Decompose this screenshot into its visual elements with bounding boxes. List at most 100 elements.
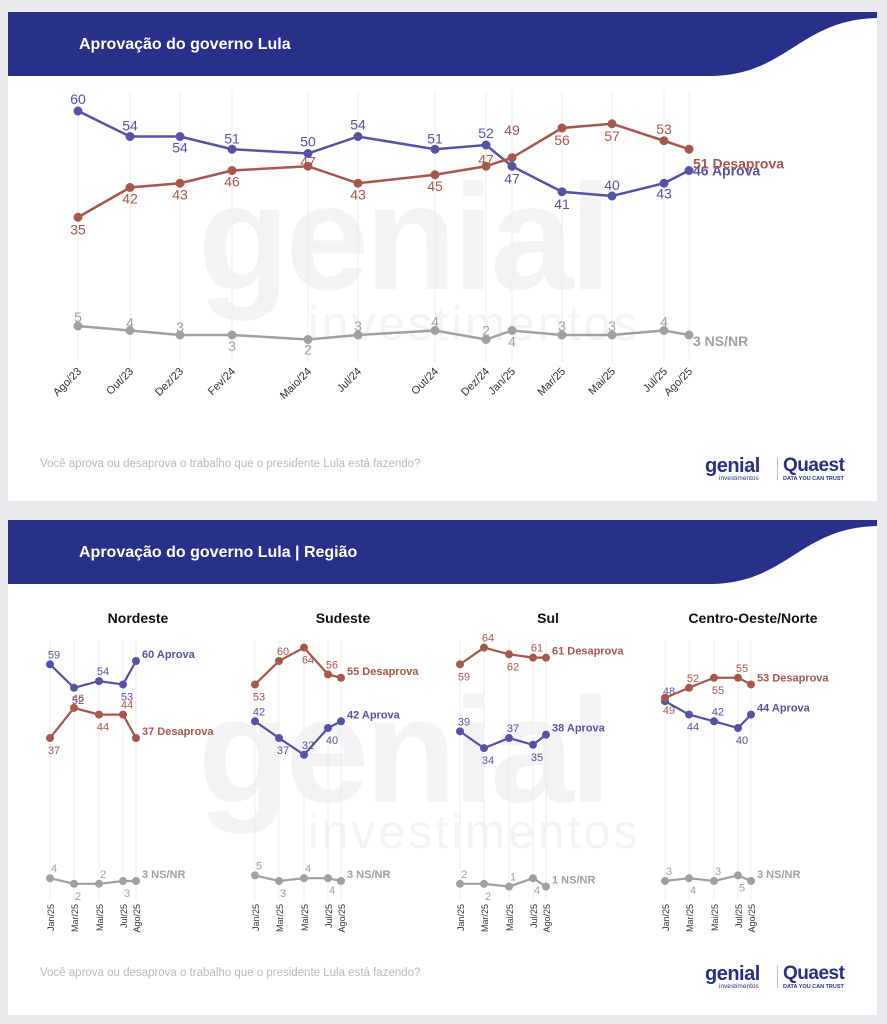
x-tick-label: Jan/25 xyxy=(456,904,466,931)
data-label-nsnr: 5 xyxy=(74,309,82,325)
series-line-desaprova xyxy=(77,122,690,219)
data-point-aprova xyxy=(353,132,363,141)
data-point-aprova xyxy=(337,717,345,726)
data-point-desaprova xyxy=(251,680,259,689)
series-end-label-nsnr: 3 NS/NR xyxy=(757,869,800,881)
data-point-aprova xyxy=(303,149,313,158)
data-point-aprova xyxy=(505,734,513,743)
x-tick-label: Ago/25 xyxy=(132,904,142,933)
data-point-nsnr xyxy=(303,335,313,344)
x-tick-label: Ago/25 xyxy=(747,904,757,933)
data-point-aprova xyxy=(132,657,140,665)
data-label-aprova: 44 xyxy=(687,722,699,734)
data-point-desaprova xyxy=(353,178,363,188)
data-label-nsnr: 4 xyxy=(660,314,668,330)
data-point-aprova xyxy=(710,717,718,726)
data-label-desaprova: 55 xyxy=(736,663,748,675)
data-point-desaprova xyxy=(481,161,491,171)
data-label-aprova: 53 xyxy=(121,691,133,703)
data-label-nsnr: 4 xyxy=(508,334,516,350)
series-end-label-nsnr: 3 NS/NR xyxy=(347,869,390,881)
data-label-desaprova: 64 xyxy=(482,633,494,645)
data-point-desaprova xyxy=(175,178,185,188)
series-end-label-aprova: 42 Aprova xyxy=(347,709,401,721)
series-end-label-desaprova: 37 Desaprova xyxy=(142,726,214,738)
panel-title: Aprovação do governo Lula | Região xyxy=(79,544,358,561)
data-point-aprova xyxy=(456,727,464,736)
banner-shape xyxy=(8,12,877,76)
region-title: Sudeste xyxy=(316,610,371,626)
data-point-desaprova xyxy=(132,734,140,743)
data-point-aprova xyxy=(95,677,103,686)
quaest-logo: Quaest xyxy=(783,455,845,476)
data-label-aprova: 54 xyxy=(97,666,109,678)
data-label-desaprova: 49 xyxy=(504,122,520,138)
x-tick-label: Ago/23 xyxy=(51,366,84,399)
x-tick-label: Mar/25 xyxy=(275,904,285,932)
data-point-aprova xyxy=(734,724,742,732)
x-tick-label: Jul/24 xyxy=(335,366,364,395)
data-label-aprova: 59 xyxy=(48,649,60,661)
data-point-aprova xyxy=(507,161,517,171)
data-point-nsnr xyxy=(685,874,693,883)
data-label-desaprova: 56 xyxy=(326,659,338,671)
series-end-label-nsnr: 3 NS/NR xyxy=(693,333,748,349)
data-point-nsnr xyxy=(430,326,440,335)
data-point-nsnr xyxy=(480,879,488,888)
data-point-aprova xyxy=(70,683,78,692)
data-point-nsnr xyxy=(661,877,669,885)
data-point-aprova xyxy=(125,132,135,141)
genial-logo-subtitle: investimentos xyxy=(719,475,759,482)
data-point-desaprova xyxy=(430,170,440,180)
data-label-nsnr: 3 xyxy=(558,318,566,334)
data-point-aprova xyxy=(481,140,491,150)
data-label-nsnr: 2 xyxy=(461,869,467,881)
data-label-nsnr: 3 xyxy=(354,318,362,334)
logo-divider xyxy=(777,966,778,988)
data-label-desaprova: 47 xyxy=(478,151,494,167)
data-label-aprova: 52 xyxy=(478,125,494,141)
data-point-aprova xyxy=(542,730,550,739)
data-point-nsnr xyxy=(456,879,464,888)
x-tick-label: Dez/23 xyxy=(153,366,186,399)
data-label-nsnr: 3 xyxy=(176,319,184,335)
data-label-desaprova: 52 xyxy=(687,673,699,685)
data-label-nsnr: 3 xyxy=(715,866,721,878)
data-point-nsnr xyxy=(119,877,127,885)
data-label-desaprova: 47 xyxy=(300,153,316,169)
data-label-aprova: 35 xyxy=(531,752,543,764)
data-point-nsnr xyxy=(747,877,755,885)
data-label-nsnr: 2 xyxy=(304,342,312,358)
data-point-aprova xyxy=(73,106,83,116)
data-point-desaprova xyxy=(507,153,517,163)
data-label-aprova: 40 xyxy=(604,177,620,193)
data-point-nsnr xyxy=(46,874,54,883)
x-tick-label: Jan/25 xyxy=(661,904,671,931)
logo-divider xyxy=(777,458,778,480)
data-point-aprova xyxy=(300,750,308,759)
data-label-desaprova: 44 xyxy=(121,700,133,712)
data-label-aprova: 34 xyxy=(482,755,494,767)
data-label-nsnr: 3 xyxy=(608,318,616,334)
data-label-aprova: 40 xyxy=(326,735,338,747)
data-point-desaprova xyxy=(303,161,313,171)
data-point-desaprova xyxy=(275,657,283,665)
data-label-aprova: 60 xyxy=(70,91,86,107)
data-point-nsnr xyxy=(507,326,517,335)
data-point-nsnr xyxy=(659,326,669,335)
data-point-nsnr xyxy=(337,877,345,885)
data-point-aprova xyxy=(430,144,440,154)
data-point-aprova xyxy=(324,724,332,732)
data-point-desaprova xyxy=(227,166,237,175)
data-label-desaprova: 44 xyxy=(97,722,109,734)
data-point-desaprova xyxy=(73,212,83,222)
data-label-desaprova: 42 xyxy=(122,191,138,207)
x-tick-label: Jan/25 xyxy=(486,366,518,398)
x-tick-label: Mai/25 xyxy=(505,904,515,931)
data-point-desaprova xyxy=(456,660,464,669)
data-point-desaprova xyxy=(659,136,669,146)
data-label-aprova: 43 xyxy=(656,185,672,201)
data-point-desaprova xyxy=(734,673,742,682)
data-label-aprova: 52 xyxy=(72,695,84,707)
data-label-nsnr: 3 xyxy=(280,888,286,900)
